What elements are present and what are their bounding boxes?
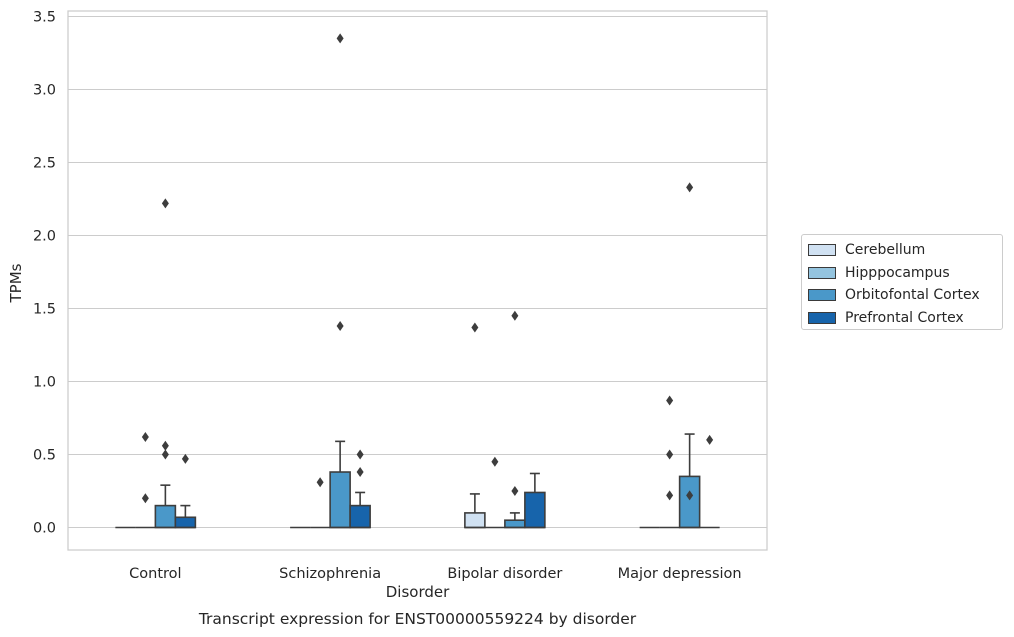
outlier-point — [336, 33, 344, 44]
outlier-point — [356, 449, 364, 460]
box-cerebellum — [464, 322, 486, 529]
box-rect — [329, 471, 351, 529]
legend-swatch — [808, 266, 836, 279]
outlier-point — [491, 456, 499, 467]
outlier-point — [141, 431, 149, 442]
outlier-point — [666, 490, 674, 501]
outlier-point — [336, 321, 344, 332]
box-rect — [349, 504, 371, 529]
plot-frame — [67, 10, 768, 551]
axis-ticks: 0.0 0.5 1.0 1.5 2.0 2.5 3.0 3.5 Control Schizophr… — [33, 10, 742, 583]
outlier-point — [471, 322, 479, 333]
outlier-point — [181, 453, 189, 464]
y-tick-label: 3.0 — [33, 83, 56, 99]
legend: Cerebellum Hipppocampus Orbitofontal Cor… — [801, 234, 1003, 330]
legend-label: Cerebellum — [845, 242, 926, 259]
outlier-point — [356, 467, 364, 478]
y-axis-title: TPMs — [7, 263, 25, 303]
x-axis-title: Disorder — [385, 583, 450, 601]
legend-label: Orbitofontal Cortex — [845, 287, 980, 304]
outlier-point — [686, 490, 694, 501]
outlier-point — [141, 493, 149, 504]
x-tick-label: Bipolar disorder — [447, 566, 562, 582]
legend-swatch — [808, 244, 836, 257]
outlier-point — [316, 477, 324, 488]
y-tick-label: 3.5 — [33, 10, 56, 26]
grid-lines — [68, 15, 767, 529]
box-rect — [464, 512, 486, 529]
box-prefrontal-cortex — [524, 472, 546, 529]
box-orbitofontal-cortex — [504, 310, 526, 529]
box-rect — [154, 504, 177, 529]
y-tick-label: 0.0 — [33, 521, 56, 537]
outlier-point — [511, 310, 519, 321]
outlier-point — [666, 449, 674, 460]
legend-item-orbitofrontal: Orbitofontal Cortex — [808, 284, 1002, 307]
outlier-point — [706, 434, 714, 445]
box-hipppocampus — [484, 456, 505, 529]
y-tick-label: 2.0 — [33, 229, 56, 245]
box-rect — [678, 475, 701, 529]
box-rect — [504, 519, 526, 529]
y-tick-label: 2.5 — [33, 156, 56, 172]
box-plot-marks — [115, 33, 720, 529]
outlier-point — [511, 486, 519, 496]
x-tick-label: Major depression — [618, 566, 742, 582]
outlier-point — [666, 395, 674, 406]
box-rect — [174, 516, 197, 529]
legend-item-cerebellum: Cerebellum — [808, 239, 1002, 262]
box-hipppocampus — [135, 431, 156, 529]
box-hipppocampus — [659, 395, 680, 529]
box-orbitofontal-cortex — [154, 198, 177, 529]
box-orbitofontal-cortex — [329, 33, 351, 529]
legend-label: Hipppocampus — [845, 264, 950, 281]
y-tick-label: 1.0 — [33, 375, 56, 391]
box-prefrontal-cortex — [174, 453, 197, 529]
chart-caption: Transcript expression for ENST0000055922… — [198, 610, 637, 628]
x-tick-label: Control — [129, 566, 181, 582]
y-tick-label: 0.5 — [33, 448, 56, 464]
box-prefrontal-cortex — [349, 449, 371, 529]
outlier-point — [161, 198, 169, 209]
outlier-point — [161, 449, 169, 460]
legend-swatch — [808, 311, 836, 324]
box-rect — [524, 491, 546, 529]
legend-item-prefrontal: Prefrontal Cortex — [808, 307, 1002, 330]
box-orbitofontal-cortex — [678, 182, 701, 529]
legend-swatch — [808, 289, 836, 302]
y-tick-label: 1.5 — [33, 302, 56, 318]
outlier-point — [686, 182, 694, 193]
box-hipppocampus — [310, 477, 331, 529]
x-tick-label: Schizophrenia — [279, 566, 381, 582]
legend-item-hippocampus: Hipppocampus — [808, 262, 1002, 285]
box-prefrontal-cortex — [699, 434, 720, 529]
legend-label: Prefrontal Cortex — [845, 309, 964, 326]
outlier-point — [161, 440, 169, 451]
